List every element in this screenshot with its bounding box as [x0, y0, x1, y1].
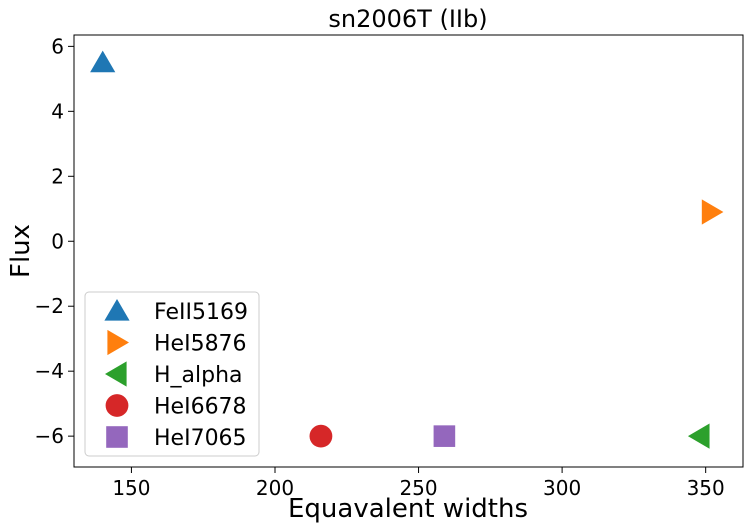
x-axis-label: Equavalent widths	[288, 494, 528, 524]
data-point-feii5169	[90, 50, 116, 73]
y-tick-label: 2	[51, 164, 64, 188]
data-point-hei6678	[309, 424, 333, 448]
legend-label: FeII5169	[154, 300, 248, 325]
data-point-hei7065	[433, 425, 456, 447]
legend-marker-hei6678	[105, 394, 129, 417]
legend-label: HeI6678	[154, 395, 247, 420]
y-tick-label: −4	[35, 359, 64, 383]
y-axis: −6 −4 −2 0 2 4 6	[35, 34, 74, 448]
legend-marker-hei5876	[107, 329, 129, 356]
y-axis-label: Flux	[6, 224, 36, 278]
legend-label: H_alpha	[154, 363, 243, 388]
x-axis: 150 200 250 300 350	[112, 467, 725, 500]
plot-area	[73, 34, 744, 468]
legend-box	[84, 291, 260, 457]
data-point-hei5876	[701, 199, 724, 225]
x-tick-label: 150	[112, 476, 150, 500]
y-tick-label: 6	[51, 34, 64, 58]
chart-title: sn2006T (IIb)	[328, 5, 487, 33]
legend-marker-feii5169	[104, 299, 130, 321]
y-tick-label: −2	[35, 294, 64, 318]
x-tick-label: 200	[256, 476, 294, 500]
data-points	[90, 50, 724, 449]
y-tick-label: −6	[35, 424, 64, 448]
y-tick-label: 4	[51, 99, 64, 123]
x-tick-label: 300	[543, 476, 581, 500]
legend-label: HeI5876	[154, 332, 247, 357]
legend-label: HeI7065	[154, 426, 247, 451]
data-point-h-alpha	[687, 423, 710, 449]
y-tick-label: 0	[51, 229, 64, 253]
legend-marker-hei7065	[106, 426, 128, 448]
x-tick-label: 350	[687, 476, 725, 500]
legend-marker-h-alpha	[105, 361, 127, 387]
legend: FeII5169 HeI5876 H_alpha HeI6678 HeI7065	[84, 291, 260, 457]
x-tick-label: 250	[399, 476, 437, 500]
